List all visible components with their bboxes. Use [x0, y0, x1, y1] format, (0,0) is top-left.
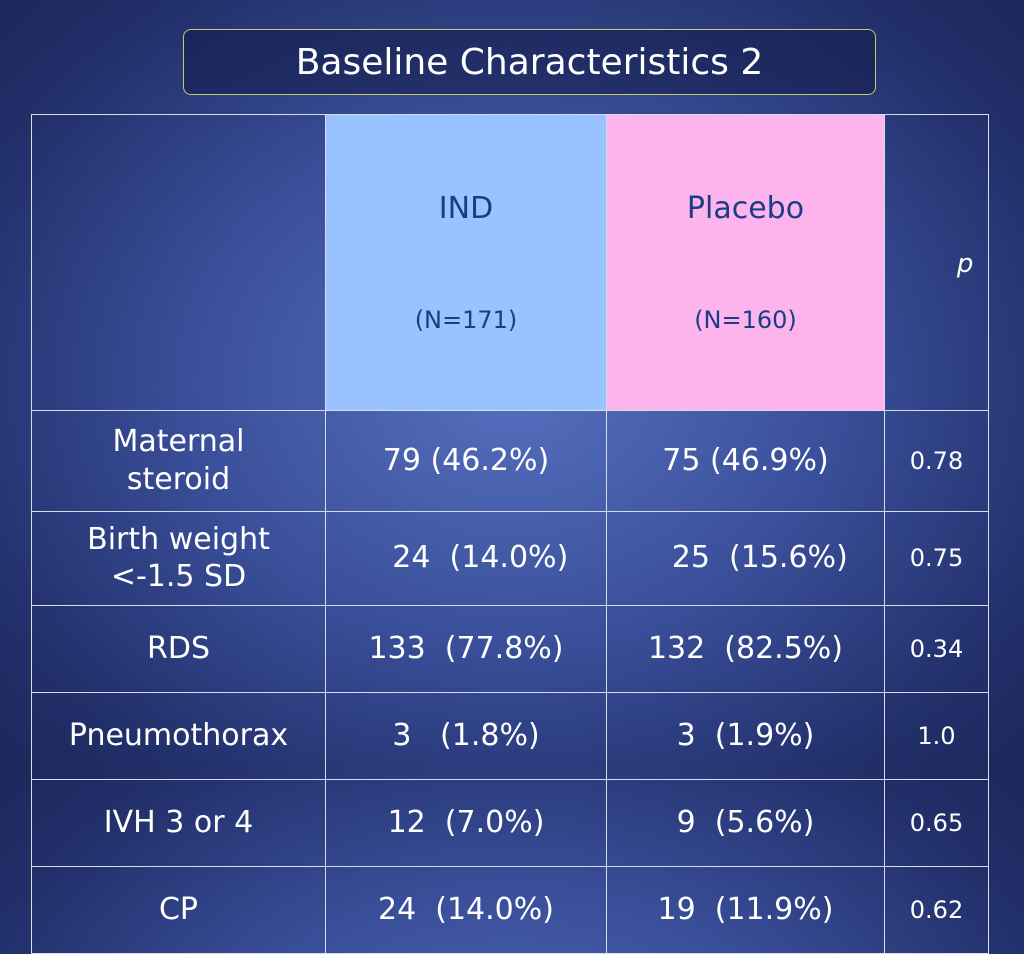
p-value: 0.62: [884, 865, 989, 954]
ind-value: 12 (7.0%): [325, 778, 607, 867]
header-p-label: p: [956, 248, 974, 279]
row-label: Birth weight <-1.5 SD: [31, 510, 326, 606]
p-value: 1.0: [884, 691, 989, 780]
header-ind-name: IND: [438, 191, 494, 226]
p-value: 0.75: [884, 510, 989, 606]
header-corner-cell: [31, 114, 326, 411]
ind-value: 3 (1.8%): [325, 691, 607, 780]
table-row: IVH 3 or 4 12 (7.0%) 9 (5.6%) 0.65: [31, 778, 989, 867]
placebo-value: 25 (15.6%): [606, 510, 885, 606]
placebo-value: 3 (1.9%): [606, 691, 885, 780]
table-row: Maternal steroid 79 (46.2%) 75 (46.9%) 0…: [31, 409, 989, 512]
p-value: 0.34: [884, 604, 989, 693]
placebo-value: 75 (46.9%): [606, 409, 885, 512]
row-label: RDS: [31, 604, 326, 693]
placebo-value: 9 (5.6%): [606, 778, 885, 867]
placebo-value: 19 (11.9%): [606, 865, 885, 954]
table-header-row: IND (N=171) Placebo (N=160) p: [31, 114, 989, 411]
table-row: Pneumothorax 3 (1.8%) 3 (1.9%) 1.0: [31, 691, 989, 780]
row-label: IVH 3 or 4: [31, 778, 326, 867]
p-value: 0.65: [884, 778, 989, 867]
baseline-table: IND (N=171) Placebo (N=160) p Maternal s…: [31, 114, 989, 954]
ind-value: 24 (14.0%): [325, 865, 607, 954]
ind-value: 24 (14.0%): [325, 510, 607, 606]
table-row: CP 24 (14.0%) 19 (11.9%) 0.62: [31, 865, 989, 954]
header-placebo: Placebo (N=160): [606, 114, 885, 411]
row-label: Maternal steroid: [31, 409, 326, 512]
header-ind: IND (N=171): [325, 114, 607, 411]
placebo-value: 132 (82.5%): [606, 604, 885, 693]
p-value: 0.78: [884, 409, 989, 512]
slide-title: Baseline Characteristics 2: [183, 29, 876, 95]
row-label: Pneumothorax: [31, 691, 326, 780]
header-placebo-name: Placebo: [686, 191, 805, 226]
header-p: p: [884, 114, 989, 411]
ind-value: 79 (46.2%): [325, 409, 607, 512]
ind-value: 133 (77.8%): [325, 604, 607, 693]
table-row: Birth weight <-1.5 SD 24 (14.0%) 25 (15.…: [31, 510, 989, 606]
table-row: RDS 133 (77.8%) 132 (82.5%) 0.34: [31, 604, 989, 693]
header-placebo-n: (N=160): [694, 305, 797, 334]
header-ind-n: (N=171): [414, 305, 518, 334]
row-label: CP: [31, 865, 326, 954]
